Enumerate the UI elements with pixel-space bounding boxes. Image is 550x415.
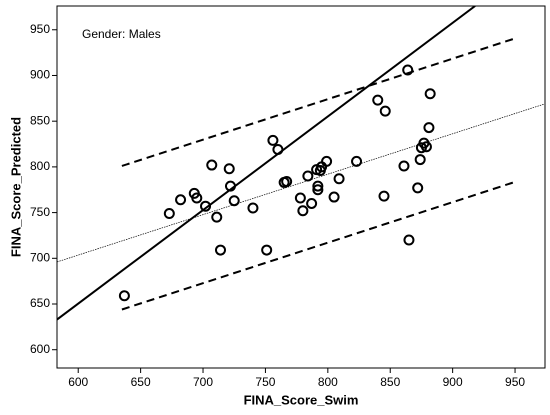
point (402, 64, 414, 76)
point (423, 122, 435, 134)
x-axis-label: FINA_Score_Swim (244, 392, 359, 407)
point (281, 176, 293, 188)
point (306, 197, 318, 209)
y-tick-label: 700 (30, 250, 50, 264)
y-tick-label: 650 (30, 296, 50, 310)
point (206, 159, 218, 171)
point (211, 211, 223, 223)
point (372, 94, 384, 106)
point (333, 173, 345, 185)
y-tick-label: 850 (30, 113, 50, 127)
y-tick-label: 750 (30, 205, 50, 219)
point (302, 170, 314, 182)
point (224, 180, 236, 192)
y-tick-label: 600 (30, 342, 50, 356)
x-tick-label: 800 (318, 375, 338, 389)
point (163, 208, 175, 220)
x-tick-label: 850 (380, 375, 400, 389)
x-tick-label: 750 (255, 375, 275, 389)
point (378, 190, 390, 202)
point (118, 290, 130, 302)
point (261, 244, 273, 256)
point (175, 194, 187, 206)
point (398, 160, 410, 172)
x-tick-label: 600 (68, 375, 88, 389)
point (267, 134, 279, 146)
y-tick-label: 900 (30, 68, 50, 82)
point (412, 182, 424, 194)
plot-frame (56, 5, 546, 369)
point (200, 200, 212, 212)
point (403, 234, 415, 246)
point (247, 202, 259, 214)
point (321, 155, 333, 167)
point (351, 155, 363, 167)
point (228, 195, 240, 207)
fit-line (57, 103, 545, 263)
y-axis-label: FINA_Score_Predicted (8, 117, 23, 257)
point (312, 180, 324, 192)
point (272, 144, 284, 156)
y-tick-label: 800 (30, 159, 50, 173)
fit-line (57, 6, 476, 321)
fit-line (121, 37, 517, 167)
point (312, 184, 324, 196)
x-tick-label: 900 (443, 375, 463, 389)
annotation: Gender: Males (82, 27, 161, 41)
point (297, 205, 309, 217)
point (294, 192, 306, 204)
point (328, 191, 340, 203)
x-tick-label: 950 (505, 375, 525, 389)
x-tick-label: 700 (193, 375, 213, 389)
point (214, 244, 226, 256)
point (424, 88, 436, 100)
point (420, 141, 432, 153)
x-tick-label: 650 (131, 375, 151, 389)
point (191, 192, 203, 204)
y-tick-label: 950 (30, 22, 50, 36)
fit-line (121, 180, 517, 311)
point (414, 154, 426, 166)
point (379, 105, 391, 117)
point (223, 163, 235, 175)
